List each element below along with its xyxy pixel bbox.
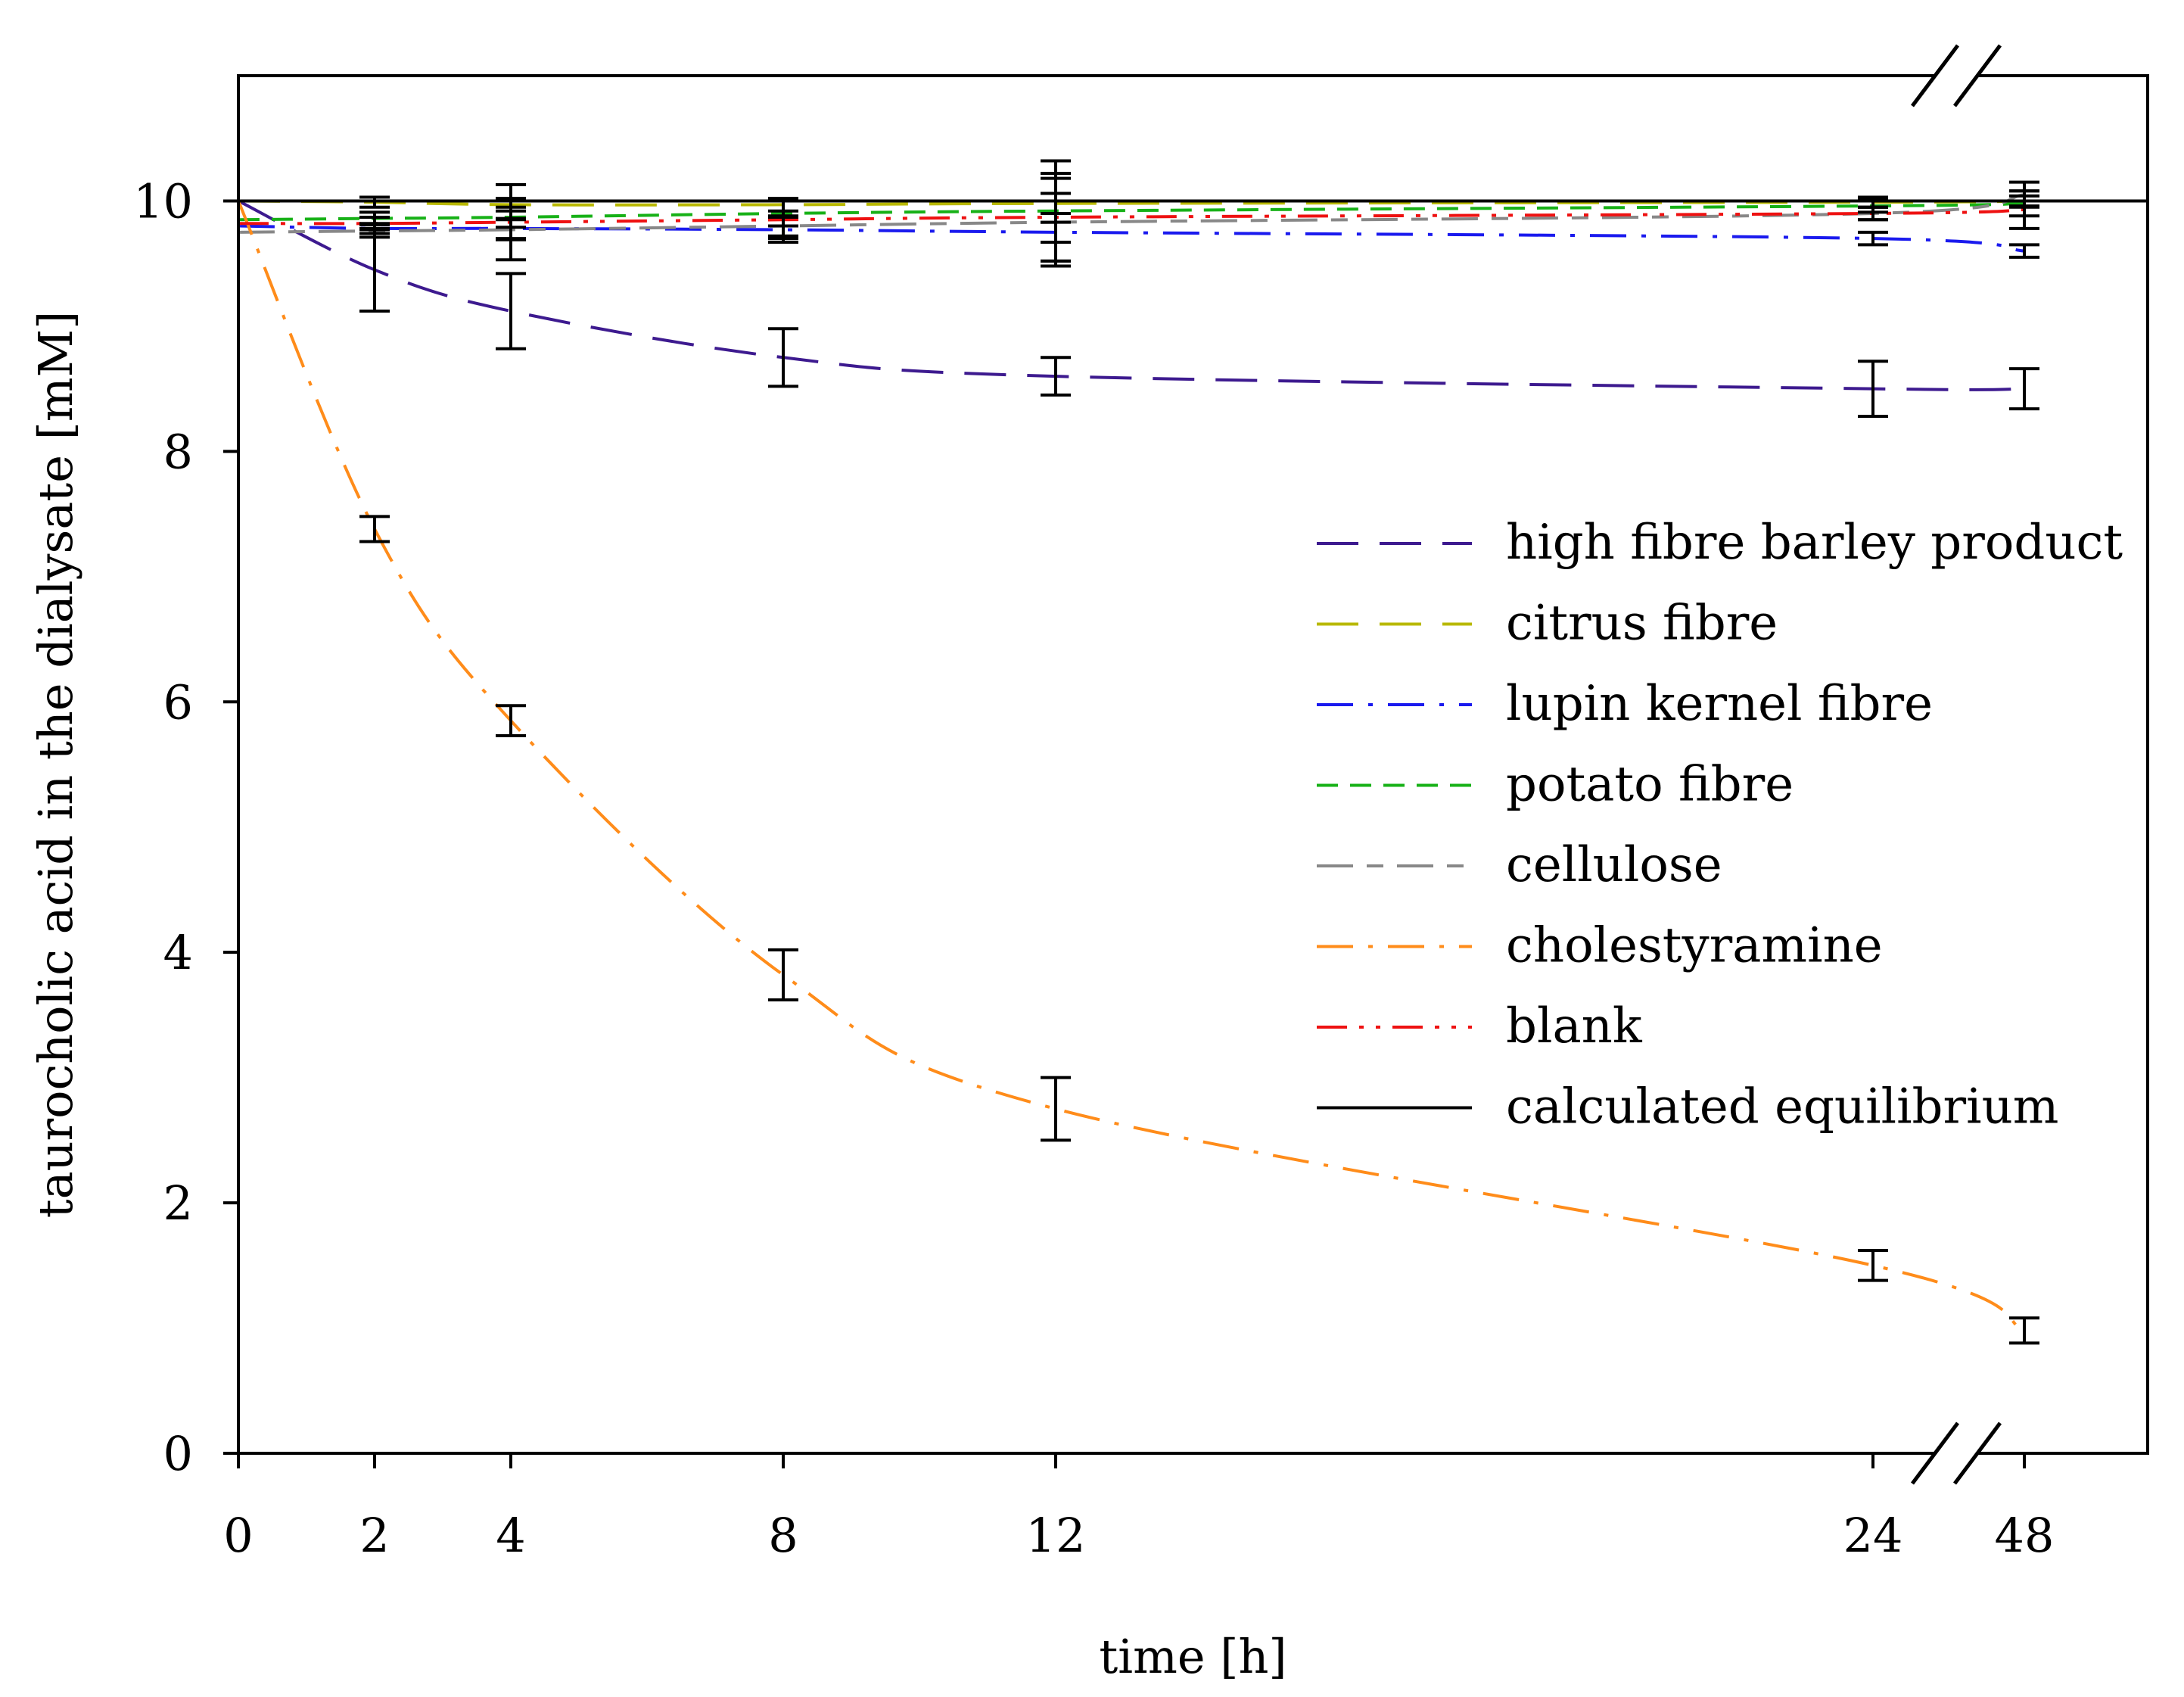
legend-label: potato fibre — [1506, 757, 1794, 813]
error-bar — [1041, 172, 1071, 263]
x-tick-label: 12 — [1026, 1508, 1086, 1563]
y-axis-title: taurocholic acid in the dialysate [mM] — [28, 311, 83, 1219]
legend: high fibre barley product citrus fibre lup… — [1317, 515, 2123, 1135]
error-bar — [768, 327, 798, 388]
series-blank — [238, 208, 2025, 226]
axis-break-gap — [1912, 1423, 2000, 1484]
legend-item-potato-fibre: potato fibre — [1317, 757, 1794, 813]
error-bar — [359, 195, 390, 209]
error-bar — [1858, 1248, 1888, 1282]
legend-label: cellulose — [1506, 837, 1722, 893]
error-bar — [496, 272, 526, 350]
error-bar — [1041, 1076, 1071, 1142]
series-line — [238, 208, 2025, 226]
plot-frame — [237, 74, 2149, 1455]
x-axis-title: time [h] — [1099, 1629, 1286, 1684]
error-bars-cellulose — [359, 176, 2039, 268]
x-axis-break-top — [1911, 44, 2002, 107]
series-line — [238, 224, 2025, 253]
error-bar — [2009, 367, 2039, 411]
error-bar — [2009, 243, 2039, 259]
error-bars-cholestyramine — [359, 515, 2039, 1345]
y-tick-label: 0 — [163, 1426, 193, 1481]
error-bar — [1858, 360, 1888, 419]
legend-item-blank: blank — [1317, 998, 1643, 1054]
series-line — [238, 199, 2025, 207]
legend-item-cholestyramine: cholestyramine — [1317, 918, 1883, 974]
legend-item-lupin-kernel-fibre: lupin kernel fibre — [1317, 676, 1933, 732]
error-bar — [359, 515, 390, 543]
x-tick-label: 4 — [496, 1508, 525, 1563]
error-bar — [359, 226, 390, 313]
series-potato-fibre — [238, 201, 2025, 222]
series-line — [238, 199, 2025, 391]
error-bar — [359, 215, 390, 232]
y-tick-label: 2 — [163, 1175, 193, 1231]
axis-break-gap — [1912, 45, 2000, 106]
series-citrus-fibre — [238, 199, 2025, 207]
x-tick-label: 48 — [1995, 1508, 2055, 1563]
axis-break-line — [1911, 44, 1959, 107]
error-bars-blank — [359, 172, 2039, 263]
series-lupin-kernel-fibre — [238, 224, 2025, 253]
error-bar — [1041, 356, 1071, 397]
series-line — [237, 200, 2025, 1332]
x-axis-break-bottom — [1911, 1421, 2002, 1485]
error-bar — [768, 948, 798, 1002]
error-bar — [1858, 230, 1888, 247]
error-bars-high-fibre-barley-product — [359, 226, 2039, 419]
series-high-fibre-barley-product — [238, 199, 2025, 391]
x-tick-label: 8 — [768, 1508, 798, 1563]
legend-item-citrus-fibre: citrus fibre — [1317, 596, 1778, 652]
y-tick-label: 4 — [163, 925, 193, 980]
x-tick-label: 2 — [359, 1508, 389, 1563]
legend-label: calculated equilibrium — [1506, 1079, 2058, 1135]
legend-item-cellulose: cellulose — [1317, 837, 1722, 893]
legend-label: citrus fibre — [1506, 596, 1778, 652]
error-bar — [496, 704, 526, 737]
y-tick-label: 8 — [163, 424, 193, 479]
error-bars-potato-fibre — [359, 159, 2039, 263]
error-bar — [496, 182, 526, 262]
legend-label: high fibre barley product — [1506, 515, 2123, 571]
error-bar — [768, 199, 798, 241]
legend-item-calculated-equilibrium: calculated equilibrium — [1317, 1079, 2058, 1135]
plot-area — [237, 159, 2148, 1345]
legend-label: cholestyramine — [1506, 918, 1883, 974]
y-tick-label: 10 — [133, 173, 193, 229]
legend-label: lupin kernel fibre — [1506, 676, 1933, 732]
error-bar — [2009, 1316, 2039, 1345]
error-bar — [1858, 205, 1888, 222]
legend-label: blank — [1506, 998, 1643, 1054]
x-tick-label: 24 — [1843, 1508, 1903, 1563]
y-tick-label: 6 — [163, 674, 193, 730]
axis-break-line — [1953, 44, 2002, 107]
legend-item-high-fibre-barley-product: high fibre barley product — [1317, 515, 2123, 571]
series-cholestyramine — [237, 200, 2025, 1332]
series-line — [238, 201, 2025, 222]
axis-break-line — [1953, 1421, 2002, 1485]
axis-break-line — [1911, 1421, 1959, 1485]
error-bar — [2009, 189, 2039, 230]
x-tick-label: 0 — [223, 1508, 253, 1563]
